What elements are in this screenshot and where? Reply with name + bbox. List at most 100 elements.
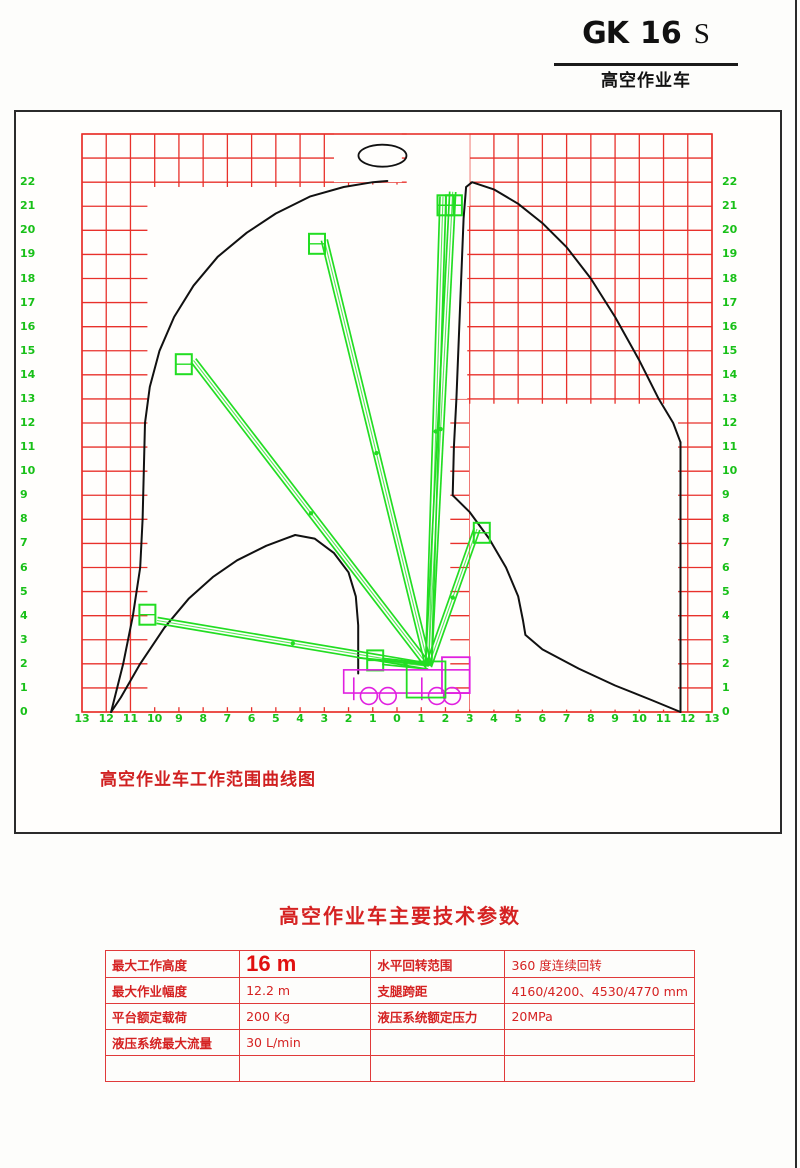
- boom-pose-vertical: [424, 191, 463, 667]
- y-tick-right: 22: [722, 175, 738, 189]
- spec-label-left: 最大工作高度: [104, 950, 241, 978]
- y-tick-left: 18: [20, 271, 36, 285]
- y-tick-right: 8: [722, 512, 730, 526]
- boom-rail: [190, 361, 427, 669]
- y-tick-left: 13: [20, 391, 36, 405]
- y-tick-left: 10: [20, 464, 36, 478]
- grid-blank-panel: [147, 186, 451, 708]
- y-tick-left: 3: [20, 632, 28, 646]
- boom-joint: [450, 595, 455, 600]
- y-tick-left: 9: [20, 488, 28, 502]
- x-tick: 5: [514, 712, 522, 725]
- spec-table-title: 高空作业车主要技术参数: [279, 904, 521, 928]
- spec-value-left: 12.2 m: [239, 977, 372, 1004]
- x-tick: 6: [538, 712, 547, 725]
- y-tick-left: 22: [20, 175, 36, 189]
- grid-layer: [81, 129, 713, 713]
- x-tick: 3: [320, 712, 329, 725]
- stowed-boom: [358, 656, 432, 667]
- y-tick-right: 21: [722, 199, 738, 213]
- x-tick: 11: [122, 712, 139, 725]
- right-lower-envelope: [451, 494, 682, 713]
- boom-rail: [430, 529, 481, 668]
- spec-label-right: [370, 1055, 506, 1082]
- y-tick-left: 7: [20, 536, 28, 550]
- working-range-chart: [81, 129, 713, 713]
- y-tick-right: 20: [722, 223, 738, 237]
- spec-value-left: 200 Kg: [239, 1003, 372, 1030]
- x-tick: 11: [655, 712, 672, 725]
- spec-row: 液压系统最大流量 30 L/min: [104, 1029, 695, 1056]
- model-prefix: GK: [582, 16, 629, 51]
- y-tick-right: 2: [722, 656, 730, 670]
- spec-label-left: 平台额定载荷: [104, 1003, 241, 1030]
- x-tick: 8: [587, 712, 595, 725]
- spec-value-left: 16 m: [239, 950, 372, 978]
- x-tick: 1: [368, 712, 377, 725]
- working-range-diagram: 22 21 20 19 18 17 16 15 14 13 12 11 10 9 8 7 6 5 4 3 2 1 0 22 2…: [14, 110, 782, 834]
- y-tick-left: 2: [20, 656, 28, 670]
- spec-row: 平台额定载荷 200 Kg 液压系统额定压力 20MPa: [104, 1003, 695, 1030]
- x-tick: 2: [344, 712, 353, 725]
- spec-value-left: 30 L/min: [239, 1029, 372, 1056]
- y-tick-left: 11: [20, 440, 36, 454]
- y-tick-left: 15: [20, 343, 36, 357]
- x-tick: 13: [704, 712, 720, 725]
- x-tick: 1: [417, 712, 426, 725]
- y-tick-right: 18: [722, 271, 738, 285]
- boom-joint: [290, 641, 296, 646]
- chart-surface: [16, 112, 776, 828]
- y-tick-right: 14: [722, 367, 738, 381]
- y-tick-left: 4: [20, 608, 28, 622]
- x-tick: 5: [272, 712, 280, 725]
- x-tick: 2: [441, 712, 450, 725]
- y-tick-right: 7: [722, 536, 730, 550]
- y-tick-left: 17: [20, 295, 36, 309]
- y-tick-right: 10: [722, 464, 738, 478]
- spec-value-right: 20MPa: [504, 1003, 695, 1030]
- boom-joint: [374, 450, 379, 456]
- x-tick: 4: [296, 712, 304, 725]
- x-tick: 10: [147, 712, 163, 725]
- x-tick: 7: [223, 712, 232, 725]
- spec-label-left: 最大作业幅度: [104, 977, 241, 1004]
- spec-label-left: 液压系统最大流量: [104, 1029, 241, 1056]
- y-tick-right: 19: [722, 247, 738, 261]
- model-badge: GK 16 S 高空作业车: [548, 16, 744, 91]
- truck-body: [342, 656, 471, 706]
- left-lower-vertical: [110, 422, 146, 713]
- boom-pose-upper-left: [308, 232, 433, 668]
- spec-value-right: [504, 1055, 695, 1082]
- y-tick-left: 12: [20, 416, 36, 429]
- model-number: 16: [639, 16, 682, 51]
- chart-caption: 高空作业车工作范围曲线图: [100, 770, 316, 790]
- inner-arc: [294, 534, 360, 675]
- spec-value-left: [239, 1055, 372, 1082]
- page-right-rule: [795, 0, 797, 1168]
- spec-value-right: [504, 1029, 695, 1056]
- x-tick: 9: [611, 712, 619, 725]
- ellipse-annotation-icon: [357, 143, 408, 168]
- y-tick-right: 6: [722, 560, 730, 574]
- y-tick-right: 17: [722, 295, 738, 309]
- y-tick-right: 1: [722, 680, 730, 694]
- x-tick: 3: [465, 712, 474, 725]
- boom-pose-low-right: [424, 521, 491, 668]
- boom-rail: [320, 240, 427, 668]
- spec-table: 最大工作高度 16 m 水平回转范围 360 度连续回转 最大作业幅度 12.2 m 支腿跨…: [104, 950, 695, 1082]
- x-tick: 6: [247, 712, 256, 725]
- y-tick-right: 13: [722, 391, 738, 405]
- boom-rail: [195, 358, 432, 665]
- grid-blank-panel: [469, 403, 679, 710]
- y-tick-right: 11: [722, 440, 738, 454]
- y-tick-right: 0: [722, 705, 730, 718]
- truck-wheel: [359, 686, 379, 706]
- grid-blank-panel: [334, 129, 402, 183]
- y-axis-labels-left: 22 21 20 19 18 17 16 15 14 13 12 11 10 9 8 7 6 5 4 3 2 1 0: [16, 112, 44, 828]
- left-working-envelope: [110, 534, 297, 713]
- spec-label-right: 液压系统额定压力: [370, 1003, 506, 1030]
- boom-rail: [326, 239, 433, 666]
- y-tick-left: 5: [20, 584, 28, 598]
- truck-cab: [441, 656, 471, 694]
- y-tick-left: 8: [20, 512, 28, 526]
